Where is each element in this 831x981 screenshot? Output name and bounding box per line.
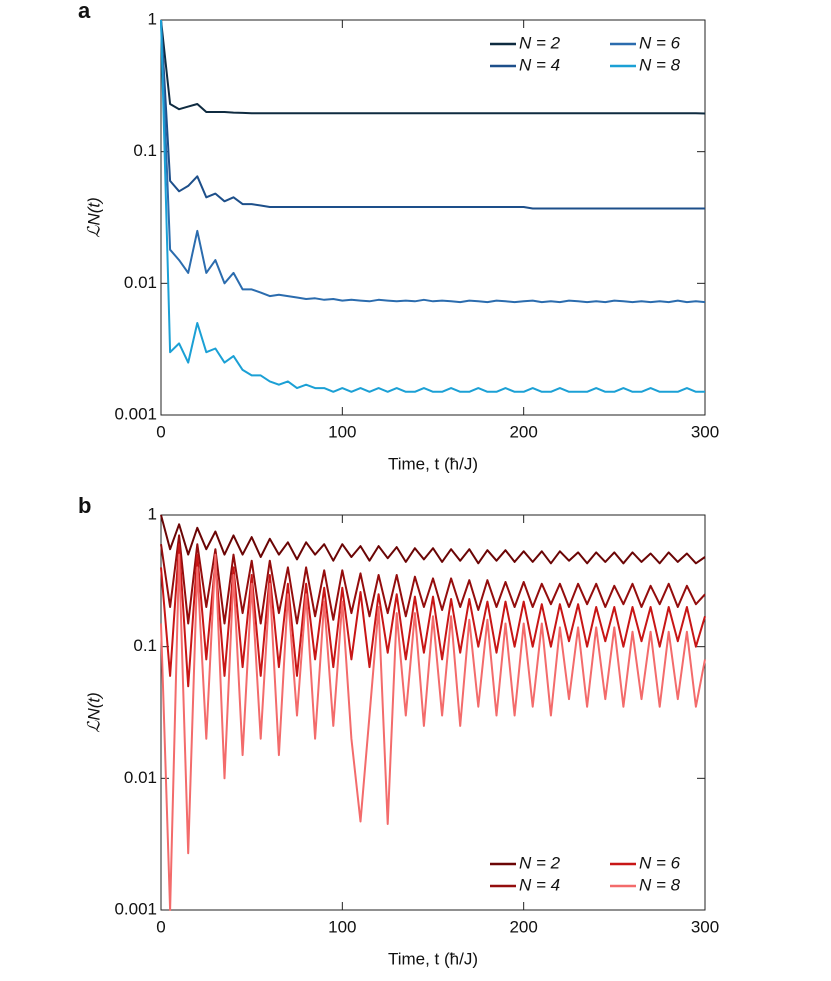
y-tick-label: 0.1 — [133, 636, 157, 655]
y-tick-label: 1 — [148, 504, 157, 523]
series-line — [160, 514, 706, 565]
legend-label: N = 8 — [639, 55, 681, 74]
x-tick-label: 200 — [509, 917, 537, 936]
x-tick-label: 300 — [691, 917, 719, 936]
y-axis-label: ℒN(t) — [84, 197, 103, 238]
series-line — [160, 534, 706, 625]
plot-frame — [160, 19, 706, 416]
x-tick-label: 100 — [328, 917, 356, 936]
series-line — [160, 543, 706, 688]
series-line — [160, 19, 706, 115]
series-line — [160, 19, 705, 393]
panel-label: a — [78, 0, 91, 23]
x-tick-label: 100 — [328, 422, 356, 441]
legend-label: N = 2 — [519, 853, 561, 872]
legend-label: N = 4 — [519, 55, 560, 74]
series-line — [160, 19, 706, 304]
y-tick-label: 0.01 — [124, 273, 157, 292]
y-tick-label: 0.1 — [133, 141, 157, 160]
series-line — [160, 553, 706, 911]
legend-label: N = 2 — [519, 33, 561, 52]
y-tick-label: 0.01 — [124, 768, 157, 787]
plot-frame — [160, 514, 706, 911]
panel-label: b — [78, 493, 91, 518]
legend-label: N = 4 — [519, 875, 560, 894]
x-axis-label: Time, t (ħ/J) — [388, 454, 478, 473]
legend-label: N = 6 — [639, 853, 681, 872]
x-axis-label: Time, t (ħ/J) — [388, 949, 478, 968]
series-line — [160, 19, 705, 210]
x-tick-label: 300 — [691, 422, 719, 441]
y-axis-label: ℒN(t) — [84, 692, 103, 733]
legend-label: N = 8 — [639, 875, 681, 894]
x-tick-label: 0 — [156, 422, 165, 441]
y-tick-label: 1 — [148, 9, 157, 28]
x-tick-label: 0 — [156, 917, 165, 936]
x-tick-label: 200 — [509, 422, 537, 441]
y-tick-label: 0.001 — [114, 404, 157, 423]
legend-label: N = 6 — [639, 33, 681, 52]
y-tick-label: 0.001 — [114, 899, 157, 918]
